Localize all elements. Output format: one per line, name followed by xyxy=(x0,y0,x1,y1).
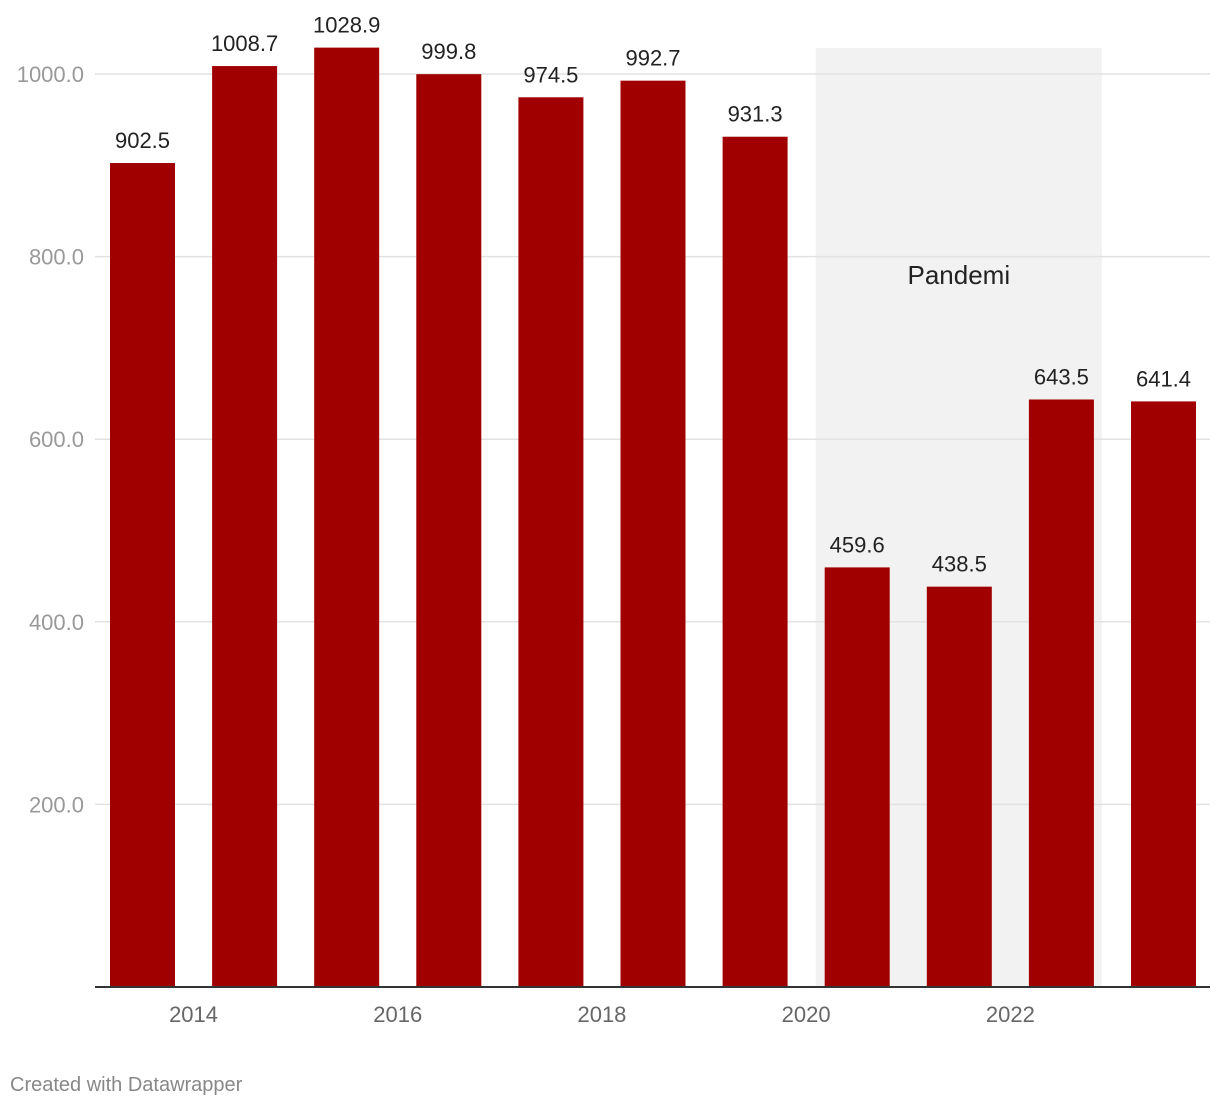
value-label: 999.8 xyxy=(421,39,476,64)
y-tick-label: 800.0 xyxy=(29,245,84,270)
credit-text: Created with Datawrapper xyxy=(10,1074,243,1096)
x-tick-label: 2018 xyxy=(577,1002,626,1027)
value-label: 643.5 xyxy=(1034,364,1089,389)
x-tick-label: 2022 xyxy=(986,1002,1035,1027)
y-tick-label: 600.0 xyxy=(29,427,84,452)
bar-2017 xyxy=(518,97,584,988)
bar-2022 xyxy=(1028,399,1094,987)
x-tick-label: 2014 xyxy=(169,1002,218,1027)
value-label: 1028.9 xyxy=(313,13,380,38)
y-tick-label: 1000.0 xyxy=(17,62,84,87)
bar-2020 xyxy=(824,567,890,987)
value-label: 974.5 xyxy=(523,62,578,87)
highlight-label: Pandemi xyxy=(907,260,1010,290)
x-tick-label: 2016 xyxy=(373,1002,422,1027)
bar-2023 xyxy=(1131,401,1196,987)
bar-2014 xyxy=(212,66,278,988)
y-tick-label: 400.0 xyxy=(29,610,84,635)
value-label: 931.3 xyxy=(728,102,783,127)
value-label: 459.6 xyxy=(830,532,885,557)
x-tick-label: 2020 xyxy=(782,1002,831,1027)
y-tick-label: 200.0 xyxy=(29,792,84,817)
value-label: 438.5 xyxy=(932,552,987,577)
bar-2021 xyxy=(926,586,992,987)
value-label: 902.5 xyxy=(115,128,170,153)
bar-2019 xyxy=(722,136,788,988)
bar-2016 xyxy=(416,74,482,987)
bar-2018 xyxy=(620,80,686,987)
bar-2015 xyxy=(314,47,380,987)
bar-2013 xyxy=(110,163,175,987)
bar-chart: Pandemi 200.0 400.0 600.0 800.0 1000.0 902.5… xyxy=(17,13,1210,1027)
value-label: 1008.7 xyxy=(211,31,278,56)
value-label: 641.4 xyxy=(1136,366,1191,391)
value-label: 992.7 xyxy=(625,46,680,71)
